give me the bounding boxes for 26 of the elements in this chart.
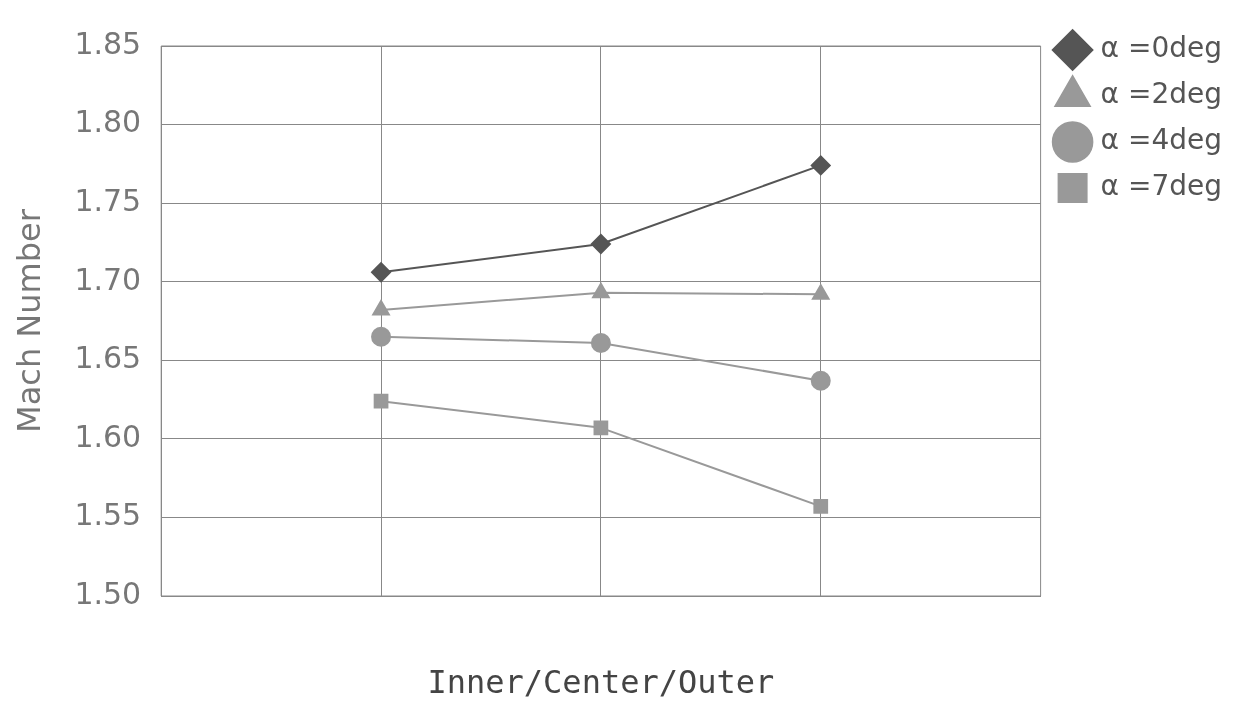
y-tick-label: 1.75 (74, 182, 142, 218)
legend-label: α =2deg (1100, 77, 1222, 111)
legend-label: α =0deg (1100, 31, 1222, 65)
point (593, 420, 609, 436)
y-tick-label: 1.50 (74, 575, 142, 611)
legend-label: α =7deg (1100, 169, 1222, 203)
point (373, 393, 389, 409)
point (813, 499, 829, 514)
point (590, 333, 611, 353)
point (371, 326, 392, 347)
y-tick-label: 1.60 (74, 418, 142, 454)
x-axis-title: Inner/Center/Outer (427, 663, 775, 702)
point (590, 234, 611, 254)
point (811, 284, 830, 300)
y-tick-label: 1.55 (74, 497, 142, 533)
y-tick-label: 1.65 (74, 340, 142, 376)
point (372, 300, 390, 316)
point (810, 155, 831, 176)
y-tick-label: 1.85 (74, 25, 142, 61)
point (592, 282, 610, 299)
y-tick-label: 1.70 (74, 261, 142, 297)
point (810, 370, 831, 391)
legend-label: α =4deg (1100, 123, 1222, 157)
point (371, 262, 392, 283)
y-axis-title: Mach Number (9, 208, 48, 433)
y-tick-label: 1.80 (74, 104, 142, 140)
